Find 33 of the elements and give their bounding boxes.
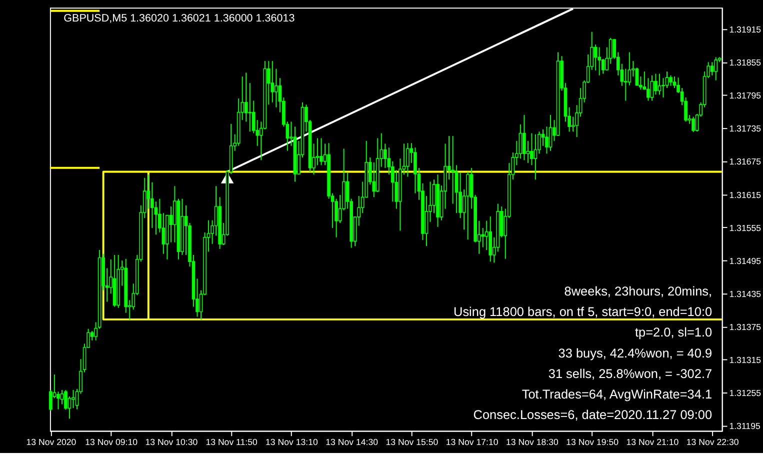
y-tick-label: 1.31375 [729,322,762,332]
y-tick-label: 1.31735 [729,124,762,134]
y-tick-label: 1.31795 [729,90,762,101]
annotation: Tot.Trades=64, AvgWinRate=34.1 [522,386,712,402]
y-tick-label: 1.31615 [729,190,762,200]
annotation: Consec.Losses=6, date=2020.11.27 09:00 [473,406,712,422]
y-tick-label: 1.31315 [729,355,762,366]
x-tick-label: 13 Nov 18:30 [506,436,558,447]
x-tick-label: 13 Nov 22:30 [686,436,739,447]
y-tick-label: 1.31915 [729,24,762,35]
x-tick-label: 13 Nov 14:30 [326,436,378,447]
x-tick-label: 13 Nov 13:10 [266,436,318,447]
y-tick-label: 1.31255 [729,388,762,398]
annotation: Using 11800 bars, on tf 5, start=9:0, end=10:0 [454,304,712,320]
x-tick-label: 13 Nov 10:30 [145,436,198,447]
x-tick-label: 13 Nov 17:10 [446,436,498,447]
y-tick-label: 1.31555 [729,222,762,233]
y-tick-label: 1.31435 [729,288,762,299]
x-tick-label: 13 Nov 11:50 [206,436,258,447]
annotation: 8weeks, 23hours, 20mins, [564,284,712,299]
y-tick-label: 1.31495 [729,256,762,266]
x-tick-label: 13 Nov 21:10 [626,436,679,447]
x-tick-label: 13 Nov 15:50 [386,436,438,447]
annotation: tp=2.0, sl=1.0 [634,324,712,340]
y-tick-label: 1.31195 [729,421,760,432]
x-tick-label: 13 Nov 19:50 [566,436,619,447]
x-tick-label: 13 Nov 09:10 [85,436,138,447]
annotation: 31 sells, 25.8%won, = -302.7 [548,366,712,381]
x-tick-label: 13 Nov 2020 [26,436,76,447]
y-tick-label: 1.31675 [729,156,762,167]
chart-title: GBPUSD,M5 1.36020 1.36021 1.36000 1.36013 [64,12,295,24]
annotation: 33 buys, 42.4%won, = 40.9 [558,345,712,360]
y-tick-label: 1.31855 [729,58,762,68]
